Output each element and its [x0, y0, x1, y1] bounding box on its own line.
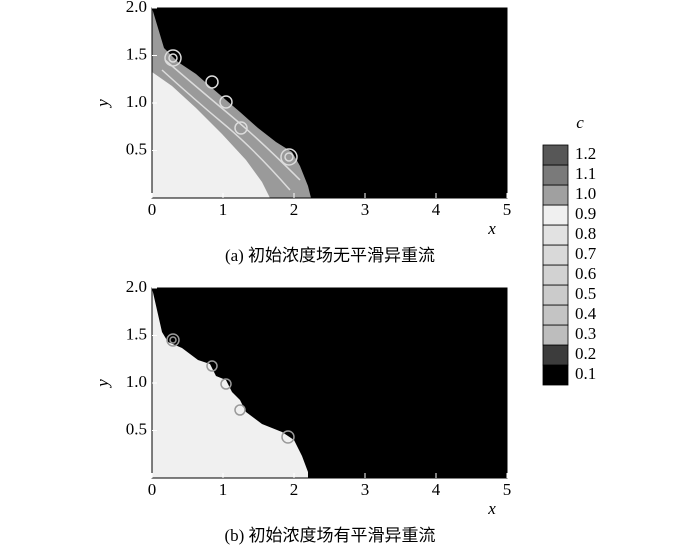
y-axis-label: y [93, 99, 112, 109]
colorbar-label: 0.9 [575, 204, 596, 223]
x-tick-label: 2 [290, 200, 299, 219]
y-tick-label: 1.0 [126, 92, 147, 111]
colorbar-swatch [542, 324, 569, 346]
colorbar-label: 1.1 [575, 164, 596, 183]
field-a [152, 8, 507, 198]
x-tick-label: 5 [503, 200, 512, 219]
vortices [166, 333, 295, 444]
x-tick-label: 4 [432, 200, 441, 219]
x-tick-label: 4 [432, 480, 441, 499]
colorbar-label: 0.3 [575, 324, 596, 343]
x-tick-label: 2 [290, 480, 299, 499]
colorbar-swatch [542, 164, 569, 186]
colorbar-label: 0.6 [575, 264, 596, 283]
dense-fluid [152, 288, 308, 478]
y-tick-label: 1.5 [126, 324, 147, 343]
field-b [152, 288, 507, 478]
x-axis-label: x [487, 219, 496, 238]
colorbar-swatch [542, 244, 569, 266]
colorbar-label: 0.1 [575, 364, 596, 383]
colorbar-swatch [542, 304, 569, 326]
caption: (a) 初始浓度场无平滑异重流 [225, 246, 435, 265]
colorbar-label: 0.2 [575, 344, 596, 363]
colorbar-label: 0.5 [575, 284, 596, 303]
vortices [161, 49, 301, 191]
y-tick-label: 1.0 [126, 372, 147, 391]
colorbar-swatch [542, 224, 569, 246]
x-tick-label: 1 [219, 200, 228, 219]
x-tick-label: 3 [361, 480, 370, 499]
x-tick-label: 0 [148, 480, 157, 499]
y-tick-label: 1.5 [126, 44, 147, 63]
colorbar-swatch [542, 184, 569, 206]
colorbar-label: 0.4 [575, 304, 597, 323]
colorbar-swatch [542, 284, 569, 306]
colorbar-swatch [542, 264, 569, 286]
y-tick-label: 0.5 [126, 419, 147, 438]
y-tick-label: 0.5 [126, 139, 147, 158]
x-tick-label: 0 [148, 200, 157, 219]
y-tick-label: 2.0 [126, 0, 147, 16]
colorbar-swatch [542, 144, 569, 166]
colorbar-label: 0.7 [575, 244, 597, 263]
x-tick-label: 1 [219, 480, 228, 499]
y-tick-label: 2.0 [126, 277, 147, 296]
colorbar-swatch [542, 344, 569, 366]
x-axis-label: x [487, 499, 496, 518]
caption: (b) 初始浓度场有平滑异重流 [224, 526, 435, 545]
colorbar-label: 1.0 [575, 184, 596, 203]
colorbar-title: c [576, 113, 584, 132]
dense-fluid [152, 72, 270, 198]
colorbar-swatch [542, 204, 569, 226]
x-tick-label: 5 [503, 480, 512, 499]
colorbar-swatch [542, 364, 569, 386]
colorbar-label: 1.2 [575, 144, 596, 163]
x-tick-label: 3 [361, 200, 370, 219]
y-axis-label: y [93, 379, 112, 389]
colorbar-label: 0.8 [575, 224, 596, 243]
